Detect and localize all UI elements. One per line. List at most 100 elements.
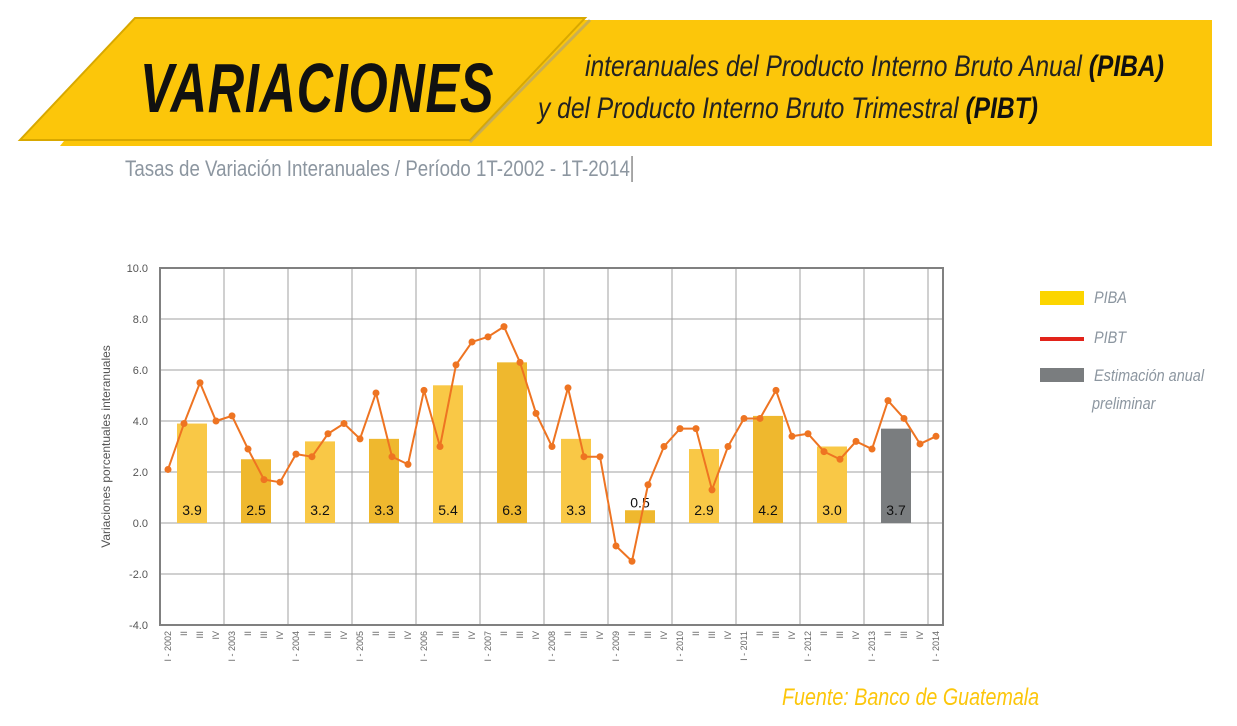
pibt-point	[644, 481, 652, 489]
y-tick-label: 8.0	[133, 314, 148, 326]
x-tick-label: III	[515, 631, 525, 639]
pibt-point	[580, 453, 588, 461]
x-tick-label: III	[579, 631, 589, 639]
x-tick-label: IV	[531, 631, 541, 640]
pibt-point	[388, 453, 396, 461]
piba-data-label: 3.9	[182, 502, 202, 518]
x-tick-label: IV	[915, 631, 925, 640]
x-tick-label: IV	[467, 631, 477, 640]
pibt-point	[772, 386, 780, 394]
pibt-point	[916, 440, 924, 448]
piba-bar	[177, 423, 207, 523]
legend-label-pibt: PIBT	[1094, 328, 1127, 347]
piba-data-label: 6.3	[502, 502, 522, 518]
x-tick-label: IV	[339, 631, 349, 640]
pibt-point	[276, 478, 284, 486]
x-tick-label: I - 2014	[931, 631, 941, 662]
pibt-point	[212, 417, 220, 425]
pibt-point	[628, 557, 636, 565]
x-tick-label: II	[755, 631, 765, 636]
piba-bar	[497, 362, 527, 523]
pibt-point	[372, 389, 380, 397]
x-tick-label: I - 2007	[483, 631, 493, 662]
x-tick-label: I - 2012	[803, 631, 813, 662]
x-tick-label: II	[627, 631, 637, 636]
period-subtitle: Tasas de Variación Interanuales / Períod…	[125, 156, 633, 182]
y-axis-label: Variaciones porcentuales interanuales	[99, 345, 113, 548]
pibt-point	[740, 414, 748, 422]
x-tick-label: II	[243, 631, 253, 636]
pibt-point	[468, 338, 476, 346]
x-tick-label: III	[835, 631, 845, 639]
piba-data-label: 3.2	[310, 502, 330, 518]
pibt-point	[340, 420, 348, 428]
banner-subtitle-1: interanuales del Producto Interno Bruto …	[585, 50, 1164, 83]
x-tick-label: II	[883, 631, 893, 636]
legend-swatch-pibt	[1040, 337, 1084, 341]
legend-label-piba: PIBA	[1094, 288, 1127, 307]
piba-data-label: 3.3	[566, 502, 586, 518]
pibt-point	[756, 414, 764, 422]
pibt-point	[404, 460, 412, 468]
y-tick-label: 2.0	[133, 467, 148, 479]
pibt-point	[900, 414, 908, 422]
legend-swatch-estimate	[1040, 368, 1084, 382]
pibt-point	[564, 384, 572, 392]
x-tick-label: II	[307, 631, 317, 636]
pibt-point	[484, 333, 492, 341]
legend-label-estimate: Estimación anual	[1094, 366, 1205, 385]
pibt-point	[836, 455, 844, 463]
y-tick-label: -2.0	[129, 569, 148, 581]
x-tick-label: IV	[787, 631, 797, 640]
pibt-point	[548, 443, 556, 450]
y-tick-label: 10.0	[127, 263, 148, 275]
pibt-point	[708, 486, 716, 494]
piba-bar	[561, 438, 591, 523]
pibt-point	[660, 443, 668, 450]
piba-data-label: 4.2	[758, 502, 778, 518]
pibt-point	[724, 443, 732, 450]
pibt-point	[884, 397, 892, 405]
piba-bar	[241, 459, 271, 523]
pibt-point	[612, 542, 620, 550]
x-tick-label: I - 2013	[867, 631, 877, 662]
piba-bar	[753, 415, 783, 523]
piba-data-label: 2.5	[246, 502, 266, 518]
pibt-point	[420, 386, 428, 394]
piba-data-label: 0.5	[630, 494, 650, 510]
x-tick-label: III	[771, 631, 781, 639]
x-tick-label: I - 2009	[611, 631, 621, 662]
source-note: Fuente: Banco de Guatemala	[782, 684, 1040, 711]
pibt-point	[516, 358, 524, 366]
pibt-point	[532, 409, 540, 417]
pibt-point	[436, 443, 444, 450]
x-tick-label: IV	[403, 631, 413, 640]
x-tick-label: IV	[723, 631, 733, 640]
x-tick-label: II	[371, 631, 381, 636]
pibt-point	[692, 425, 700, 433]
x-tick-label: III	[707, 631, 717, 639]
piba-data-label: 3.7	[886, 502, 906, 518]
x-tick-label: III	[323, 631, 333, 639]
x-tick-label: III	[259, 631, 269, 639]
x-tick-label: IV	[851, 631, 861, 640]
x-tick-label: I - 2005	[355, 631, 365, 662]
y-tick-label: 4.0	[133, 416, 148, 428]
pibt-point	[500, 323, 508, 331]
pibt-point	[324, 430, 332, 438]
x-tick-label: I - 2004	[291, 631, 301, 662]
piba-data-label: 3.0	[822, 502, 842, 518]
pibt-point	[596, 453, 604, 461]
pibt-point	[852, 437, 860, 445]
piba-data-label: 3.3	[374, 502, 394, 518]
x-tick-label: II	[499, 631, 509, 636]
pibt-point	[308, 453, 316, 461]
banner-subtitle-2: y del Producto Interno Bruto Trimestral …	[538, 92, 1038, 125]
x-tick-label: IV	[275, 631, 285, 640]
banner-title: VARIACIONES	[140, 49, 495, 127]
y-tick-label: 6.0	[133, 365, 148, 377]
x-tick-label: III	[899, 631, 909, 639]
x-tick-label: II	[179, 631, 189, 636]
x-tick-label: I - 2006	[419, 631, 429, 662]
